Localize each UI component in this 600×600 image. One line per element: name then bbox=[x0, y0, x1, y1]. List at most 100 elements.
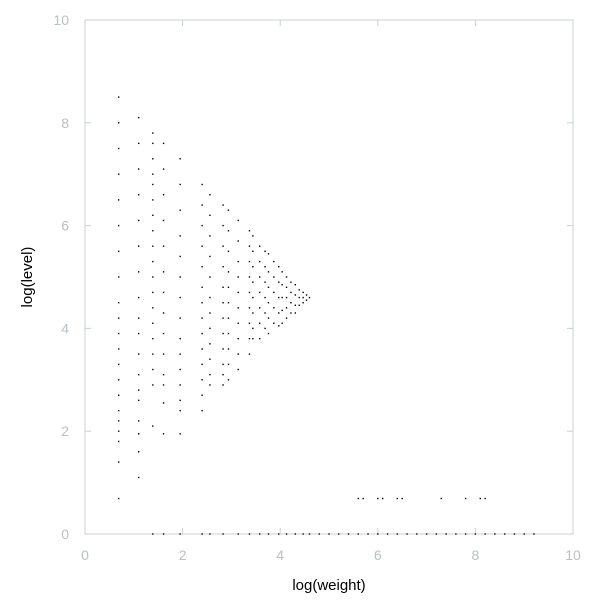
data-point bbox=[248, 230, 251, 232]
data-point bbox=[152, 260, 154, 263]
data-point bbox=[464, 533, 467, 535]
data-point bbox=[117, 122, 120, 124]
data-point bbox=[278, 266, 280, 268]
data-point bbox=[137, 317, 140, 319]
data-point bbox=[259, 245, 261, 247]
data-point bbox=[305, 294, 308, 296]
data-point bbox=[248, 276, 251, 278]
data-point bbox=[285, 533, 288, 535]
data-point bbox=[209, 373, 211, 376]
data-point bbox=[117, 420, 120, 422]
data-point bbox=[533, 533, 535, 535]
data-point bbox=[259, 337, 261, 340]
data-point bbox=[227, 209, 230, 211]
data-point bbox=[445, 533, 447, 535]
data-point bbox=[209, 296, 211, 299]
data-point bbox=[290, 302, 292, 304]
data-point bbox=[362, 497, 364, 500]
data-point bbox=[281, 296, 283, 299]
data-point bbox=[117, 348, 120, 350]
data-point bbox=[237, 291, 239, 294]
data-point bbox=[117, 250, 120, 252]
data-point bbox=[294, 304, 297, 306]
data-point bbox=[252, 296, 254, 299]
data-point bbox=[285, 276, 288, 278]
data-point bbox=[396, 497, 399, 500]
data-point bbox=[117, 394, 120, 396]
data-point bbox=[152, 291, 154, 294]
data-point bbox=[117, 430, 120, 432]
data-point bbox=[209, 358, 211, 360]
data-point bbox=[264, 312, 266, 314]
data-point bbox=[162, 533, 165, 535]
data-point bbox=[252, 312, 254, 314]
data-point bbox=[302, 302, 304, 304]
data-point bbox=[137, 353, 140, 355]
data-point bbox=[137, 389, 140, 391]
data-point bbox=[209, 533, 211, 535]
data-point bbox=[152, 199, 154, 201]
data-point bbox=[209, 384, 211, 386]
x-tick-label: 0 bbox=[81, 547, 89, 563]
data-point bbox=[298, 296, 300, 299]
data-point bbox=[273, 276, 275, 278]
data-point bbox=[237, 219, 239, 222]
data-point bbox=[396, 533, 399, 535]
data-point bbox=[237, 368, 239, 371]
data-point bbox=[162, 433, 165, 435]
data-point bbox=[237, 533, 239, 535]
data-point bbox=[162, 332, 165, 335]
data-point bbox=[209, 214, 211, 217]
data-point bbox=[117, 199, 120, 201]
y-tick-label: 8 bbox=[61, 115, 69, 131]
data-point bbox=[294, 533, 297, 535]
data-point bbox=[237, 307, 239, 309]
data-point bbox=[484, 533, 486, 535]
data-point bbox=[162, 312, 165, 314]
data-point bbox=[290, 291, 292, 294]
data-point bbox=[117, 276, 120, 278]
x-tick-label: 6 bbox=[374, 547, 382, 563]
data-point bbox=[209, 194, 211, 196]
data-point bbox=[179, 158, 181, 160]
data-point bbox=[201, 409, 203, 412]
data-point bbox=[281, 309, 283, 312]
data-point bbox=[227, 379, 230, 381]
data-point bbox=[259, 260, 261, 263]
data-point bbox=[259, 322, 261, 324]
data-point bbox=[152, 183, 154, 186]
data-point bbox=[285, 296, 288, 299]
data-point bbox=[278, 533, 280, 535]
data-point bbox=[209, 343, 211, 345]
x-tick-label: 8 bbox=[472, 547, 480, 563]
data-point bbox=[401, 497, 403, 500]
data-point bbox=[308, 533, 311, 535]
data-point bbox=[227, 250, 230, 252]
data-point bbox=[137, 245, 140, 247]
data-point bbox=[201, 317, 203, 319]
data-point bbox=[222, 363, 224, 366]
data-point bbox=[152, 276, 154, 278]
data-point bbox=[227, 271, 230, 273]
data-point bbox=[179, 276, 181, 278]
data-point bbox=[302, 533, 304, 535]
data-point bbox=[308, 296, 311, 299]
data-point bbox=[298, 289, 300, 291]
data-point bbox=[259, 533, 261, 535]
data-point bbox=[227, 363, 230, 366]
data-point bbox=[290, 312, 292, 314]
data-point bbox=[117, 332, 120, 335]
data-point bbox=[162, 384, 165, 386]
data-point bbox=[222, 348, 224, 350]
data-point bbox=[152, 214, 154, 217]
data-point bbox=[201, 379, 203, 381]
data-point bbox=[179, 183, 181, 186]
data-point bbox=[179, 235, 181, 237]
data-point bbox=[117, 461, 120, 463]
data-point bbox=[179, 209, 181, 211]
data-point bbox=[367, 533, 369, 535]
data-point bbox=[227, 348, 230, 350]
data-point bbox=[264, 327, 266, 330]
data-point bbox=[201, 348, 203, 350]
